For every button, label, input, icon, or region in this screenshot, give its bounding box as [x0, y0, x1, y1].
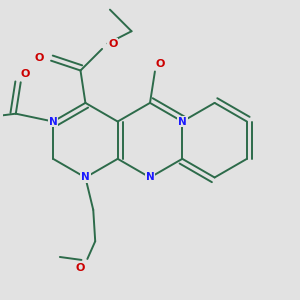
Text: N: N	[81, 172, 90, 182]
Text: N: N	[178, 116, 187, 127]
Text: O: O	[34, 53, 44, 63]
Text: O: O	[108, 39, 118, 49]
Text: N: N	[146, 172, 154, 182]
Text: O: O	[21, 69, 30, 80]
Text: N: N	[49, 116, 58, 127]
Text: O: O	[76, 263, 85, 273]
Text: O: O	[155, 58, 164, 69]
